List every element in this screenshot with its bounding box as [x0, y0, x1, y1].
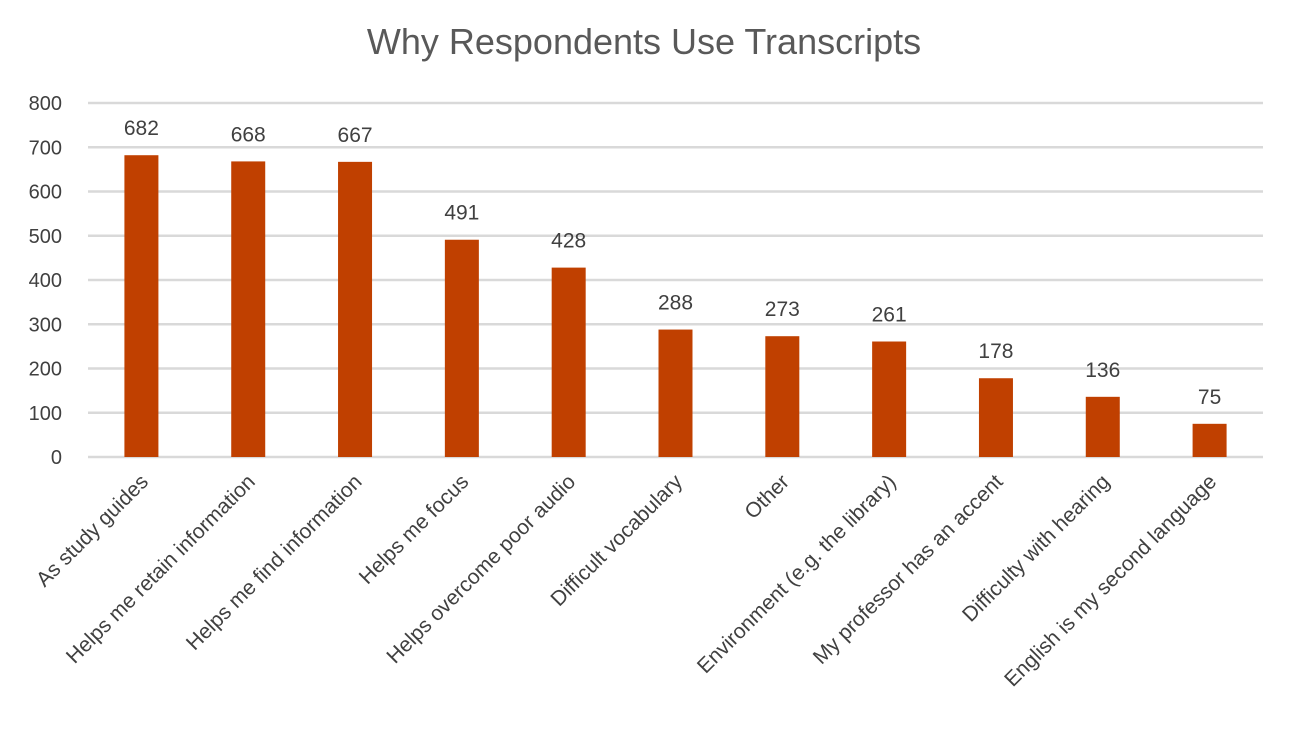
bar [872, 341, 907, 457]
x-category-label: English is my second language [1000, 470, 1221, 691]
data-label: 491 [444, 202, 479, 225]
y-tick-label: 100 [29, 403, 62, 425]
y-axis-tick-labels: 0 100 200 300 400 500 600 700 800 [29, 93, 62, 469]
y-tick-label: 200 [29, 359, 62, 381]
bar [551, 267, 586, 457]
y-tick-label: 400 [29, 270, 62, 292]
bar [1085, 396, 1120, 457]
bar [978, 378, 1013, 457]
data-label: 682 [124, 117, 159, 140]
bar [444, 239, 479, 457]
chart-title: Why Respondents Use Transcripts [367, 21, 921, 62]
x-category-label: Helps me focus [355, 470, 474, 589]
y-tick-label: 500 [29, 226, 62, 248]
data-label: 667 [338, 124, 373, 147]
y-tick-label: 0 [51, 447, 62, 469]
x-category-label: Other [740, 470, 793, 523]
data-label: 288 [658, 292, 693, 315]
y-tick-label: 600 [29, 182, 62, 204]
y-tick-label: 800 [29, 93, 62, 115]
data-label: 273 [765, 298, 800, 321]
data-labels: 682 668 667 491 428 288 273 261 178 136 75 [124, 117, 1221, 409]
bar [231, 161, 266, 457]
data-label: 428 [551, 230, 586, 253]
y-tick-label: 700 [29, 137, 62, 159]
gridlines [88, 101, 1263, 459]
x-category-label: Helps overcome poor audio [382, 470, 580, 668]
data-label: 668 [231, 123, 266, 146]
x-category-label: My professor has an accent [809, 470, 1008, 669]
bar [124, 155, 159, 457]
data-label: 136 [1085, 359, 1120, 382]
bar [1192, 423, 1227, 457]
data-label: 178 [978, 340, 1013, 363]
x-category-label: Environment (e.g. the library) [693, 470, 901, 678]
y-tick-label: 300 [29, 314, 62, 336]
bar [658, 329, 693, 457]
bar [338, 161, 373, 458]
data-label: 75 [1198, 386, 1221, 409]
x-category-label: Helps me find information [182, 470, 367, 655]
x-category-label: As study guides [32, 470, 153, 591]
data-label: 261 [872, 304, 907, 327]
x-category-label: Helps me retain information [62, 470, 260, 668]
bar [765, 336, 800, 457]
bars [124, 155, 1227, 458]
